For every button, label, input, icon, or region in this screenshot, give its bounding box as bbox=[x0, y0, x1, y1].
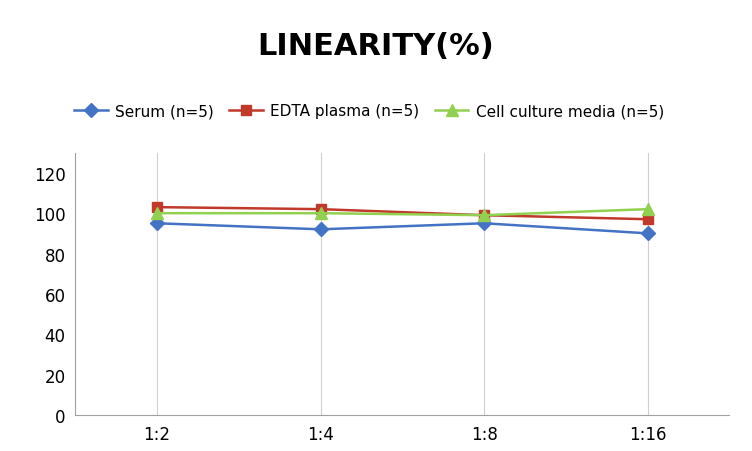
Serum (n=5) bbox=[153, 221, 162, 226]
Serum (n=5) bbox=[316, 227, 325, 233]
EDTA plasma (n=5) bbox=[480, 213, 489, 218]
EDTA plasma (n=5) bbox=[643, 217, 652, 222]
Line: EDTA plasma (n=5): EDTA plasma (n=5) bbox=[152, 203, 653, 225]
Cell culture media (n=5) bbox=[153, 211, 162, 216]
Line: Serum (n=5): Serum (n=5) bbox=[152, 219, 653, 239]
Cell culture media (n=5) bbox=[480, 213, 489, 218]
Cell culture media (n=5) bbox=[316, 211, 325, 216]
Legend: Serum (n=5), EDTA plasma (n=5), Cell culture media (n=5): Serum (n=5), EDTA plasma (n=5), Cell cul… bbox=[68, 98, 671, 125]
Line: Cell culture media (n=5): Cell culture media (n=5) bbox=[151, 204, 653, 221]
Serum (n=5) bbox=[643, 231, 652, 236]
Text: LINEARITY(%): LINEARITY(%) bbox=[258, 32, 494, 60]
EDTA plasma (n=5) bbox=[153, 205, 162, 210]
EDTA plasma (n=5) bbox=[316, 207, 325, 212]
Serum (n=5) bbox=[480, 221, 489, 226]
Cell culture media (n=5) bbox=[643, 207, 652, 212]
